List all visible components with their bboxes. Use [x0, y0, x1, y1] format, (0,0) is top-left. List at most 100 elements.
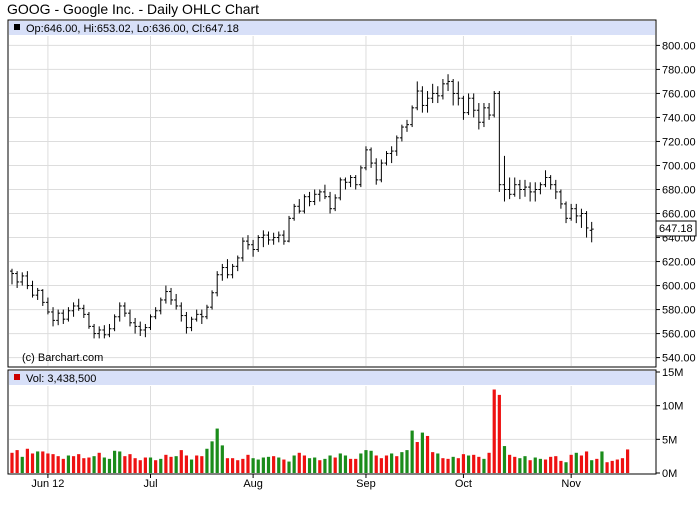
ohlc-bar [415, 81, 420, 111]
volume-bar [425, 435, 430, 473]
ohlc-bar [394, 135, 399, 156]
ohlc-bar [435, 86, 440, 104]
ohlc-bar [476, 103, 481, 130]
volume-bar [133, 458, 137, 473]
volume-bar [102, 457, 106, 473]
volume-bar [441, 458, 445, 473]
volume-bar [436, 453, 440, 473]
volume-bar [451, 456, 455, 473]
volume-bar [508, 454, 512, 473]
volume-bar [461, 454, 466, 473]
price-tick-label: 800.00 [662, 40, 696, 52]
volume-tick-label: 0M [662, 468, 677, 480]
ohlc-bar [451, 79, 456, 106]
volume-bar [205, 448, 209, 473]
ohlc-bar [40, 289, 45, 306]
volume-bar [518, 458, 522, 473]
ohlc-bar [425, 91, 430, 113]
ohlc-bar [558, 189, 563, 209]
volume-bar [328, 455, 332, 473]
volume-bar [107, 458, 112, 473]
ohlc-bar [487, 103, 492, 120]
x-tick-label: Aug [243, 478, 263, 490]
chart-title: GOOG - Google Inc. - Daily OHLC Chart [7, 1, 260, 17]
volume-bar [292, 455, 296, 473]
volume-bar [87, 457, 91, 473]
volume-bar [431, 452, 435, 473]
volume-bar [384, 455, 389, 473]
ohlc-bar [297, 199, 302, 214]
volume-bar [379, 458, 383, 473]
ohlc-bar [10, 268, 14, 285]
ohlc-bar [287, 215, 292, 243]
ohlc-bar [148, 314, 153, 330]
ohlc-bar [15, 271, 20, 288]
volume-bar [164, 454, 168, 473]
volume-bar [492, 389, 496, 473]
volume-bar [395, 456, 399, 473]
price-tick-label: 620.00 [662, 257, 696, 269]
ohlc-bar [399, 124, 404, 142]
volume-bar [374, 455, 378, 473]
volume-bar [497, 394, 501, 473]
volume-legend-bar [9, 371, 655, 385]
volume-tick-label: 10M [662, 401, 683, 413]
ohlc-bar [584, 211, 589, 238]
ohlc-bar [210, 290, 215, 310]
last-price-tag [655, 220, 697, 237]
volume-bar [92, 456, 96, 473]
volume-bar [564, 462, 568, 473]
ohlc-bar [379, 159, 384, 183]
ohlc-bar [317, 189, 322, 202]
volume-bar [123, 456, 127, 473]
volume-legend-marker [14, 374, 20, 380]
volume-bar [626, 449, 630, 473]
ohlc-bar [230, 263, 235, 279]
volume-bar [600, 451, 604, 473]
volume-bar [313, 457, 317, 473]
volume-bar [251, 458, 255, 473]
volume-bar [56, 456, 60, 473]
ohlc-bar [25, 271, 30, 290]
volume-bar [179, 450, 183, 473]
volume-bar [241, 458, 245, 473]
ohlc-bar [174, 293, 179, 310]
price-tick-label: 720.00 [662, 136, 696, 148]
volume-bar [400, 452, 404, 473]
volume-bar [30, 453, 35, 473]
volume-bar [610, 460, 614, 473]
volume-bar [569, 454, 573, 473]
ohlc-bar [220, 263, 225, 281]
ohlc-bar [194, 309, 199, 322]
volume-bar [128, 454, 132, 473]
price-legend: Op:646.00, Hi:653.02, Lo:636.00, Cl:647.… [26, 23, 239, 35]
ohlc-bar [589, 221, 594, 243]
price-tick-label: 580.00 [662, 305, 696, 317]
volume-bar [184, 455, 189, 473]
volume-bar [246, 454, 250, 473]
ohlc-bar [86, 311, 91, 329]
price-legend-marker [14, 24, 20, 30]
ohlc-bar [189, 316, 194, 332]
ohlc-bar [569, 203, 574, 221]
ohlc-bar [492, 91, 497, 118]
price-tick-label: 600.00 [662, 281, 696, 293]
volume-bar [364, 450, 368, 473]
volume-bar [154, 460, 158, 473]
ohlc-bar [240, 237, 245, 262]
volume-bar [272, 456, 276, 473]
volume-bar [118, 451, 122, 473]
volume-series [10, 389, 630, 473]
ohlc-bar [456, 81, 461, 106]
volume-legend: Vol: 3,438,500 [26, 373, 96, 385]
ohlc-bar [363, 146, 368, 171]
ohlc-bar [497, 91, 502, 192]
x-tick-label: Jul [143, 478, 157, 490]
ohlc-bar [481, 103, 486, 128]
ohlc-bar [235, 255, 240, 272]
volume-bar [615, 459, 619, 473]
ohlc-bar [461, 95, 466, 120]
volume-bar [595, 458, 599, 473]
volume-bar [256, 459, 260, 473]
volume-bar [138, 460, 142, 473]
